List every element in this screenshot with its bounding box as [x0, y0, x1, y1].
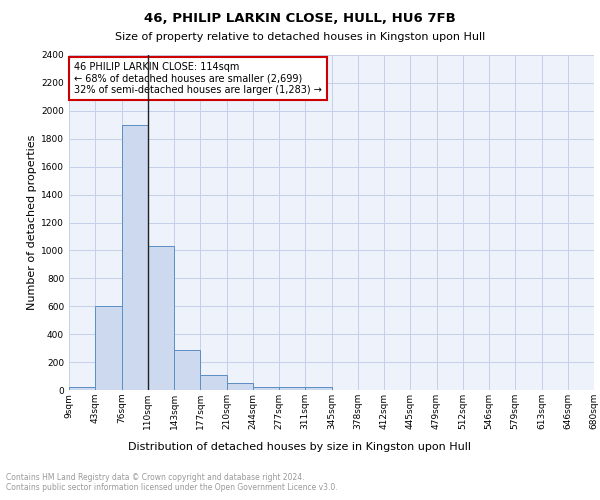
Bar [121, 125, 148, 390]
Bar [174, 350, 200, 390]
Text: Distribution of detached houses by size in Kingston upon Hull: Distribution of detached houses by size … [128, 442, 472, 452]
Bar [227, 383, 253, 390]
Bar [305, 387, 331, 390]
Bar [69, 387, 95, 390]
Text: 46 PHILIP LARKIN CLOSE: 114sqm
← 68% of detached houses are smaller (2,699)
32% : 46 PHILIP LARKIN CLOSE: 114sqm ← 68% of … [74, 62, 322, 95]
Bar [253, 386, 279, 390]
Text: Size of property relative to detached houses in Kingston upon Hull: Size of property relative to detached ho… [115, 32, 485, 42]
Bar [148, 246, 174, 390]
Text: 46, PHILIP LARKIN CLOSE, HULL, HU6 7FB: 46, PHILIP LARKIN CLOSE, HULL, HU6 7FB [144, 12, 456, 26]
Bar [279, 387, 305, 390]
Y-axis label: Number of detached properties: Number of detached properties [27, 135, 37, 310]
Bar [200, 374, 227, 390]
Text: Contains HM Land Registry data © Crown copyright and database right 2024.
Contai: Contains HM Land Registry data © Crown c… [6, 472, 338, 492]
Bar [95, 306, 121, 390]
